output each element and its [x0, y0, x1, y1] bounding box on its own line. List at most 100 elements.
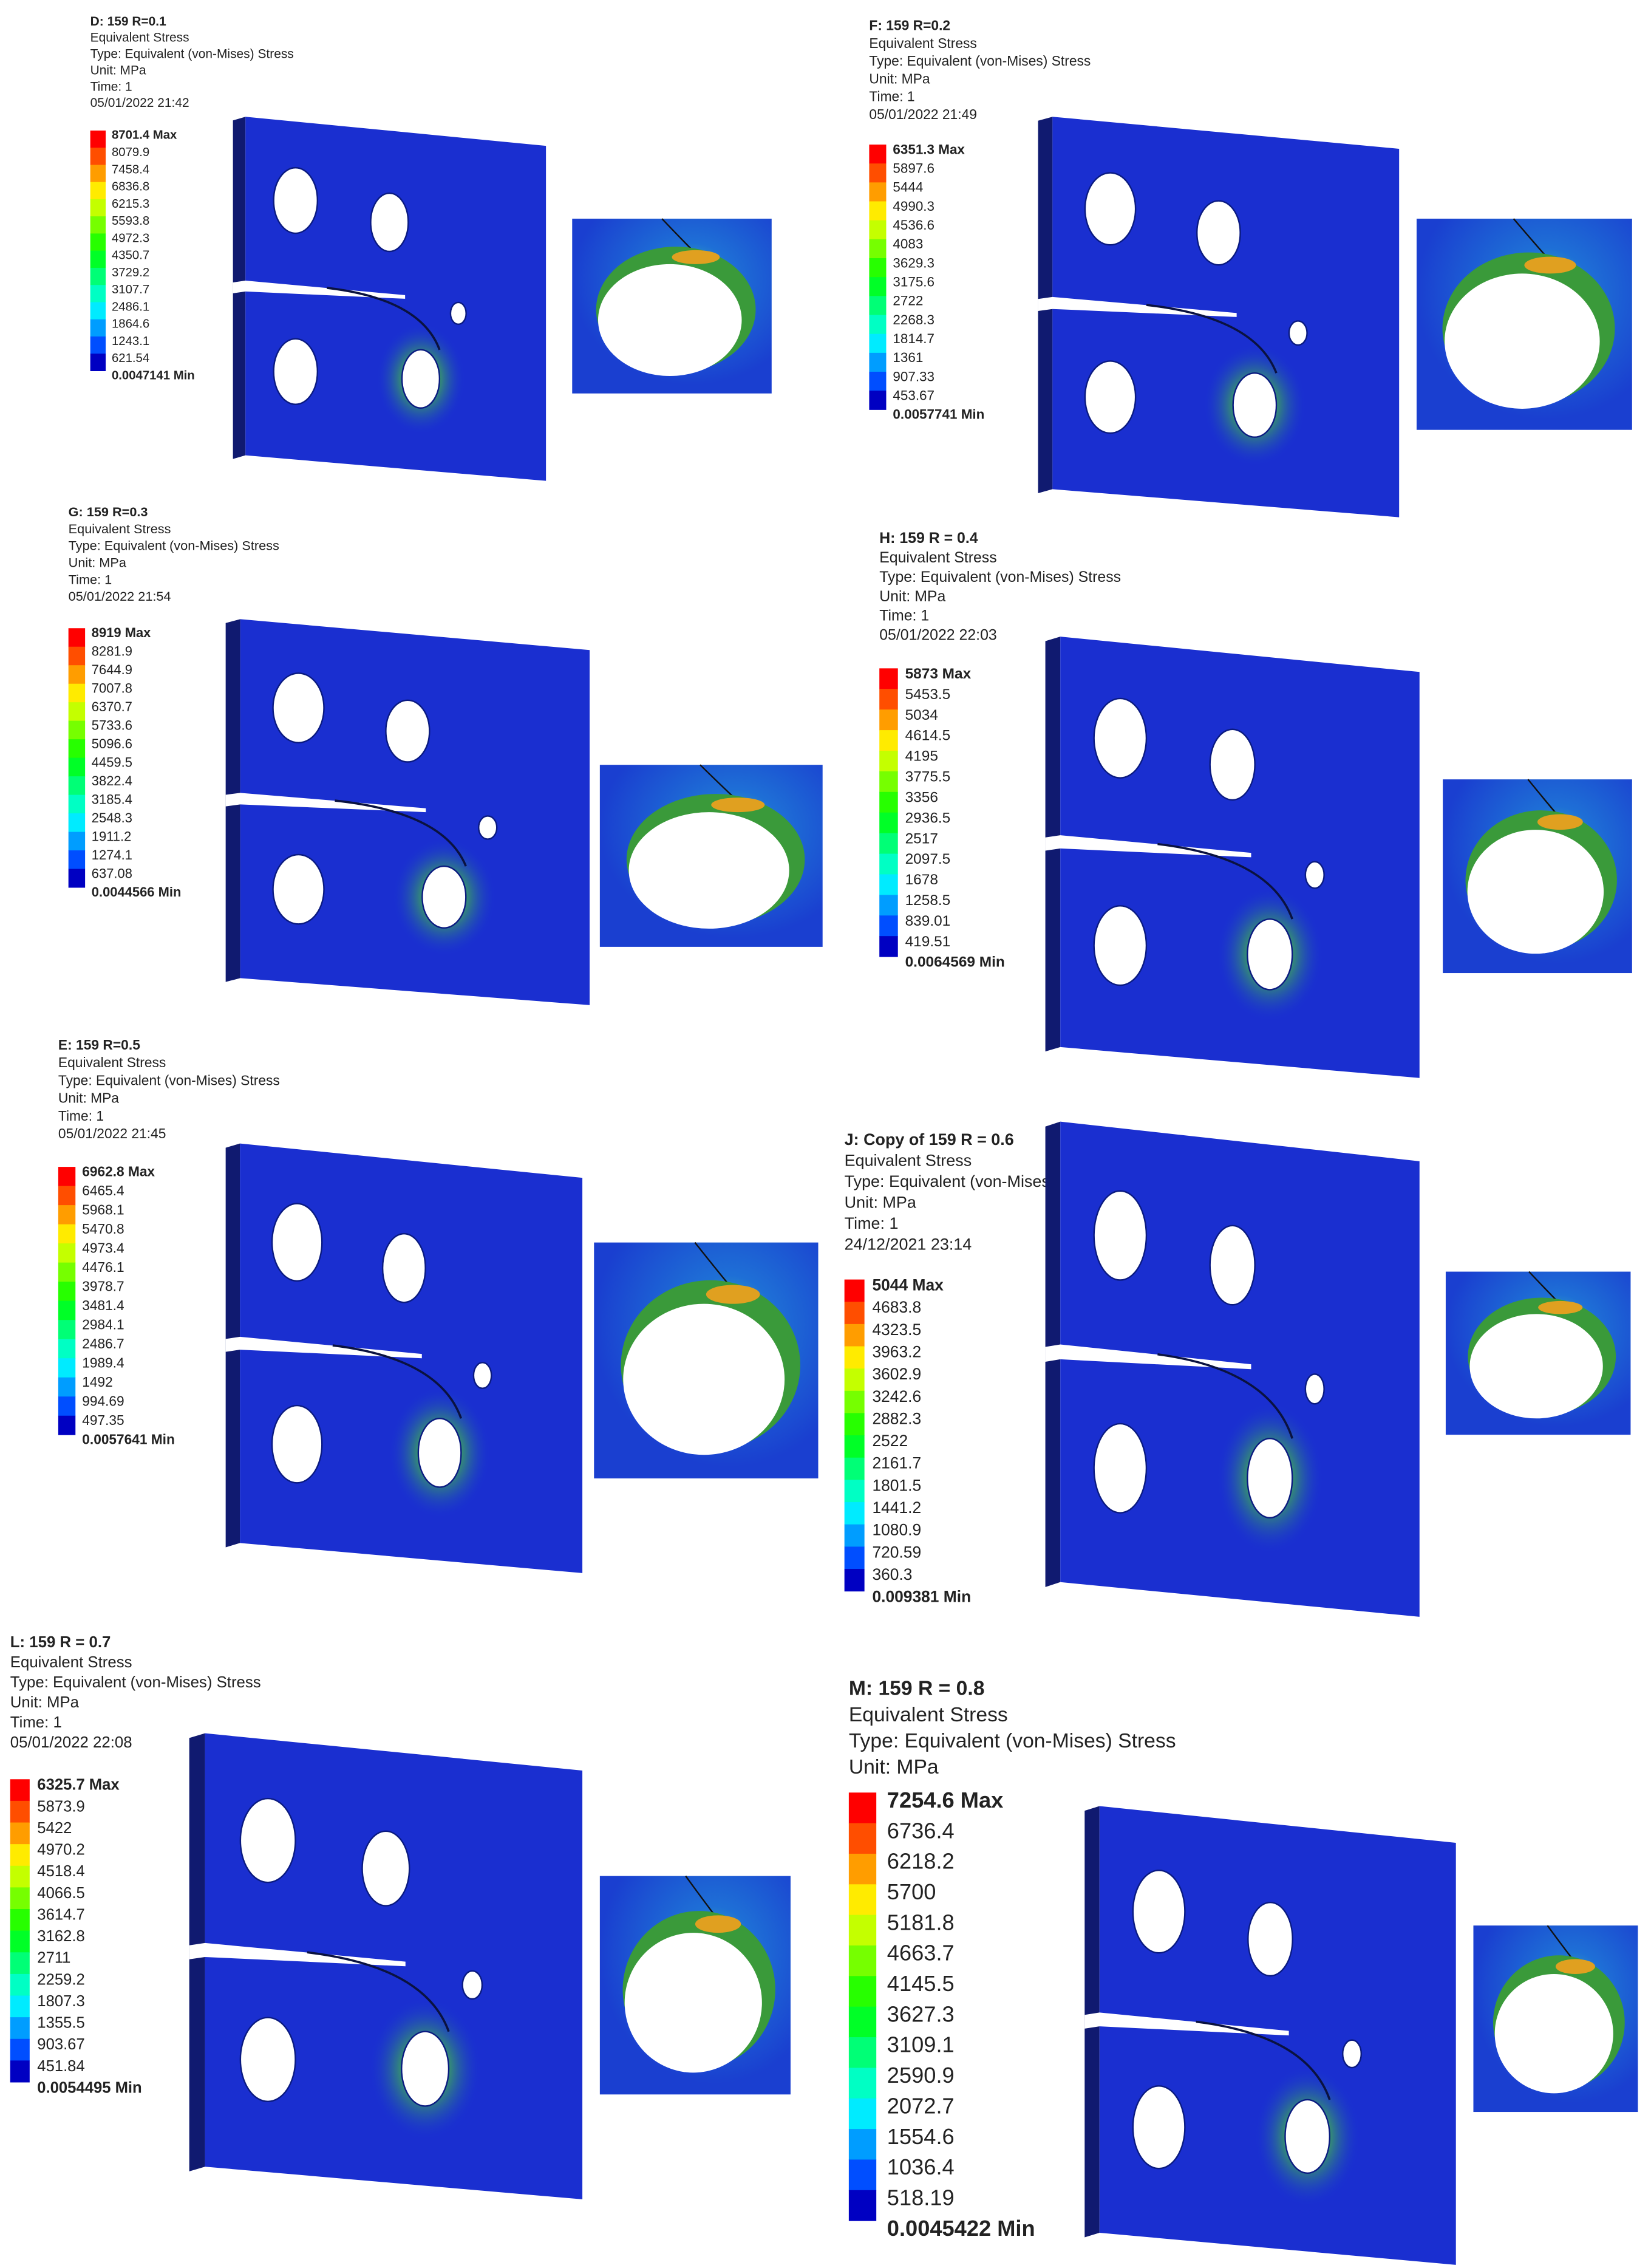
legend-band — [10, 1800, 30, 1823]
legend-band — [58, 1377, 76, 1397]
hole — [1093, 697, 1148, 779]
legend-label: 5873.9 — [37, 1798, 84, 1815]
legend-label: 8079.9 — [112, 146, 149, 159]
legend-label: 4518.4 — [37, 1863, 84, 1880]
legend-label: 5181.8 — [887, 1910, 955, 1935]
legend-label: 1807.3 — [37, 1993, 84, 2010]
legend-label: 6351.3 Max — [893, 142, 965, 157]
hole — [1342, 2039, 1362, 2069]
legend-label: 2548.3 — [92, 810, 132, 825]
legend-label: 6736.4 — [887, 1818, 955, 1843]
legend-label: 3107.7 — [112, 283, 149, 296]
panel-info: Type: Equivalent (von-Mises) Stress — [90, 47, 294, 61]
legend-band — [869, 144, 887, 164]
panel-info: Equivalent Stress — [849, 1704, 1008, 1726]
panel-info: Equivalent Stress — [869, 35, 976, 51]
legend-band — [869, 277, 887, 296]
hole — [1084, 172, 1137, 246]
legend-label: 4476.1 — [82, 1259, 124, 1275]
legend-label: 4614.5 — [905, 728, 951, 744]
legend-label: 5034 — [905, 707, 938, 723]
legend-band — [10, 2038, 30, 2061]
crack — [327, 287, 441, 350]
zoom-hole — [598, 264, 742, 376]
legend-label: 3978.7 — [82, 1279, 124, 1294]
legend-band — [58, 1205, 76, 1225]
plate — [1052, 117, 1400, 517]
hole — [1304, 861, 1325, 889]
legend-band — [844, 1480, 865, 1503]
legend-label: 907.33 — [893, 369, 934, 384]
legend-label: 1801.5 — [872, 1476, 921, 1494]
legend-label: 0.009381 Min — [872, 1588, 971, 1606]
legend-label: 1355.5 — [37, 2015, 84, 2032]
panel-info: 05/01/2022 21:49 — [869, 106, 976, 122]
legend-label: 8281.9 — [92, 644, 132, 659]
legend-label: 3356 — [905, 789, 938, 805]
legend-label: 1864.6 — [112, 318, 149, 331]
legend-band — [848, 1945, 877, 1976]
zoom-hole — [1469, 1314, 1603, 1419]
legend-label: 5968.1 — [82, 1202, 124, 1218]
legend-label: 6215.3 — [112, 197, 149, 211]
panel-info: 05/01/2022 21:45 — [58, 1125, 166, 1141]
legend-band — [879, 936, 898, 957]
legend-band — [10, 1909, 30, 1932]
legend-band — [844, 1390, 865, 1413]
legend-label: 1361 — [893, 350, 923, 365]
legend-label: 6370.7 — [92, 699, 132, 714]
legend-band — [90, 165, 106, 183]
legend-band — [869, 220, 887, 240]
legend-band — [848, 2037, 877, 2068]
legend-label: 5700 — [887, 1879, 936, 1904]
legend-band — [90, 182, 106, 200]
zoom-hot — [711, 798, 765, 813]
panel-info: 05/01/2022 22:08 — [10, 1734, 132, 1751]
legend-label: 5453.5 — [905, 686, 951, 703]
legend-band — [848, 2006, 877, 2038]
panel-info: Equivalent Stress — [879, 549, 996, 566]
hole — [1247, 918, 1293, 991]
crack — [1157, 1353, 1293, 1439]
legend-band — [68, 683, 86, 703]
legend-band — [10, 2017, 30, 2040]
hole — [1209, 728, 1256, 801]
legend-band — [844, 1302, 865, 1325]
legend-band — [90, 216, 106, 234]
panel-title: F: 159 R=0.2 — [869, 18, 950, 33]
legend-band — [68, 869, 86, 888]
legend-label: 2259.2 — [37, 1971, 84, 1988]
legend-band — [879, 915, 898, 937]
legend-label: 0.0054495 Min — [37, 2079, 141, 2096]
crack — [307, 1951, 450, 2032]
legend-label: 1678 — [905, 872, 938, 888]
panel-info: Equivalent Stress — [69, 521, 171, 536]
plate — [240, 1143, 583, 1573]
legend-label: 2882.3 — [872, 1409, 921, 1427]
legend-label: 1258.5 — [905, 892, 951, 909]
legend-label: 5044 Max — [872, 1276, 944, 1294]
legend-label: 4990.3 — [893, 199, 934, 214]
hole — [1196, 200, 1241, 266]
panel-title: H: 159 R = 0.4 — [879, 530, 978, 547]
legend-band — [10, 1779, 30, 1802]
legend-label: 0.0045422 Min — [887, 2216, 1035, 2241]
legend-band — [90, 319, 106, 337]
legend-band — [58, 1243, 76, 1263]
legend-band — [90, 199, 106, 217]
legend-label: 1080.9 — [872, 1521, 921, 1539]
legend-label: 3627.3 — [887, 2001, 955, 2026]
legend-band — [58, 1167, 76, 1187]
legend-band — [90, 336, 106, 354]
legend-label: 2522 — [872, 1432, 908, 1450]
legend-label: 637.08 — [92, 866, 132, 881]
legend-band — [844, 1524, 865, 1547]
zoom-hot — [695, 1915, 741, 1933]
legend-band — [848, 2068, 877, 2099]
result-panel: L: 159 R = 0.7 Equivalent Stress Type: Equ… — [10, 1634, 791, 2199]
legend-label: 0.0044566 Min — [92, 884, 182, 900]
hole — [449, 301, 467, 326]
panel-info: Time: 1 — [90, 80, 132, 94]
legend-label: 8919 Max — [92, 625, 151, 640]
